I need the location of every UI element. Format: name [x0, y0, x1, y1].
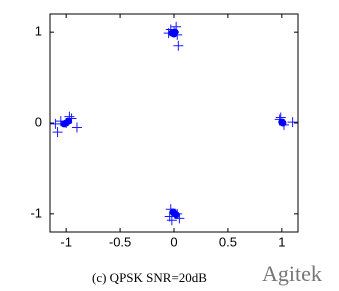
x-tick-label: 0: [170, 234, 177, 249]
y-tick-label: 0: [35, 114, 42, 129]
x-tick-label: 1: [278, 234, 285, 249]
dot-marker: [168, 29, 176, 37]
plus-marker: [52, 127, 63, 138]
x-tick-label: -1: [60, 234, 72, 249]
y-tick-label: 1: [35, 24, 42, 39]
watermark: Agitek: [262, 261, 322, 286]
dot-marker: [169, 208, 177, 216]
plus-marker: [173, 40, 184, 51]
plot-frame: [49, 13, 299, 233]
dot-marker: [279, 119, 287, 127]
dot-marker: [60, 120, 68, 128]
plus-marker: [287, 117, 298, 128]
y-tick-label: -1: [30, 205, 42, 220]
plus-marker: [50, 118, 61, 129]
x-tick-label: 0.5: [219, 234, 237, 249]
caption: (c) QPSK SNR=20dB: [92, 270, 207, 285]
x-tick-label: -0.5: [109, 234, 131, 249]
plus-marker: [71, 122, 82, 133]
